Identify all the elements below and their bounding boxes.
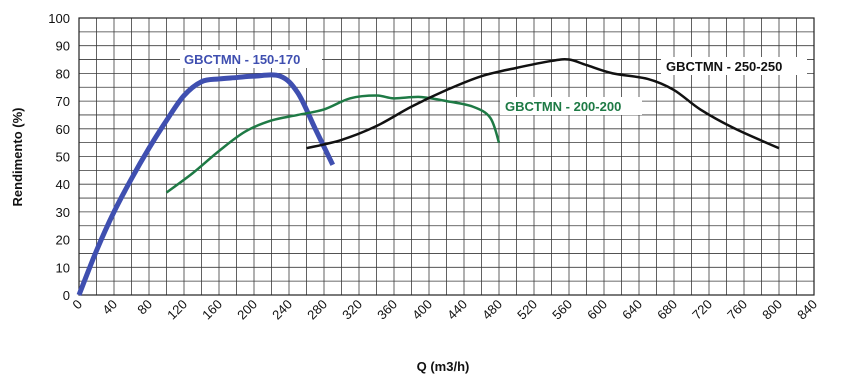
x-tick-label: 40 (99, 297, 120, 318)
x-tick-label: 160 (199, 297, 225, 323)
y-tick-label: 70 (56, 94, 70, 109)
y-tick-label: 40 (56, 177, 70, 192)
series-labels: GBCTMN - 150-170 GBCTMN - 200-200 GBCTMN… (180, 50, 807, 115)
x-tick-label: 80 (134, 297, 155, 318)
x-tick-label: 480 (479, 297, 505, 323)
y-tick-label: 90 (56, 39, 70, 54)
y-tick-label: 80 (56, 66, 70, 81)
y-tick-label: 50 (56, 150, 70, 165)
x-tick-label: 0 (69, 297, 85, 313)
x-axis-title: Q (m3/h) (417, 359, 470, 374)
x-tick-label: 680 (654, 297, 680, 323)
x-tick-label: 360 (374, 297, 400, 323)
series-label-bg-150-170 (180, 50, 322, 68)
series-lines (76, 58, 780, 296)
x-tick-label: 760 (724, 297, 750, 323)
x-tick-label: 560 (549, 297, 575, 323)
x-tick-label: 440 (444, 297, 470, 323)
x-tick-labels: 0 40 80 120 160 200 240 280 320 360 400 440 480 520 56… (69, 297, 820, 323)
series-label-group-200-200: GBCTMN - 200-200 (500, 97, 642, 115)
y-tick-labels: 0 10 20 30 40 50 60 70 80 90 100 (48, 11, 70, 303)
x-tick-label: 520 (514, 297, 540, 323)
series-line-2 (306, 58, 780, 150)
y-axis-title: Rendimento (%) (10, 108, 25, 207)
y-tick-label: 0 (63, 288, 70, 303)
y-tick-label: 60 (56, 122, 70, 137)
x-tick-label: 120 (164, 297, 190, 323)
plot-frame (78, 17, 815, 296)
y-tick-label: 100 (48, 11, 70, 26)
x-tick-label: 320 (339, 297, 365, 323)
y-tick-label: 30 (56, 205, 70, 220)
series-label-bg-250-250 (661, 57, 807, 75)
series-label-150-170: GBCTMN - 150-170 (184, 52, 300, 67)
series-label-250-250: GBCTMN - 250-250 (666, 59, 782, 74)
y-tick-label: 10 (56, 260, 70, 275)
x-tick-label: 200 (234, 297, 260, 323)
x-tick-label: 840 (794, 297, 820, 323)
series-line-1 (165, 94, 501, 194)
x-tick-label: 600 (584, 297, 610, 323)
x-tick-label: 400 (409, 297, 435, 323)
y-tick-label: 20 (56, 233, 70, 248)
series-line-0 (76, 72, 335, 296)
x-tick-label: 640 (619, 297, 645, 323)
series-label-group-250-250: GBCTMN - 250-250 (661, 57, 807, 75)
series-label-200-200: GBCTMN - 200-200 (505, 99, 621, 114)
x-tick-label: 720 (689, 297, 715, 323)
series-label-bg-200-200 (500, 97, 642, 115)
x-tick-label: 800 (759, 297, 785, 323)
series-label-group-150-170: GBCTMN - 150-170 (180, 50, 322, 68)
x-tick-label: 240 (269, 297, 295, 323)
x-tick-label: 280 (304, 297, 330, 323)
